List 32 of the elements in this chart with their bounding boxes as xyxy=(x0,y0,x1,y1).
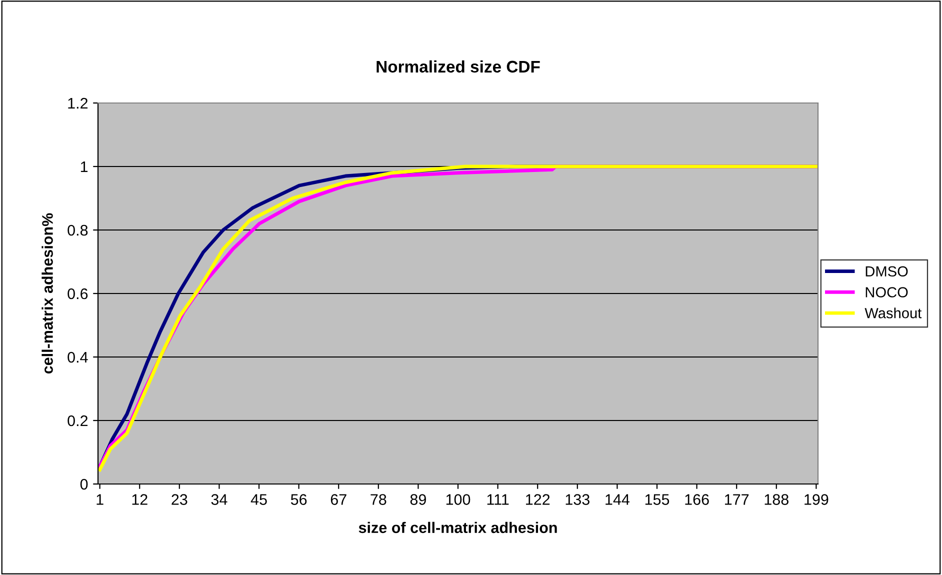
legend-label: NOCO xyxy=(866,287,908,298)
y-tick-label: 0 xyxy=(80,478,88,490)
x-tick-label: 100 xyxy=(446,494,470,505)
x-tick-label: 12 xyxy=(132,494,148,505)
x-tick-label: 56 xyxy=(290,494,307,505)
x-tick-label: 78 xyxy=(370,494,386,505)
x-tick-label: 155 xyxy=(645,494,670,505)
x-tick-label: 166 xyxy=(685,494,709,505)
chart-title: Normalized size CDF xyxy=(376,60,540,73)
x-tick-label: 199 xyxy=(804,494,828,505)
x-tick-label: 188 xyxy=(764,494,788,505)
y-tick-label: 0.6 xyxy=(68,288,88,300)
x-tick-label: 144 xyxy=(606,494,630,505)
x-tick-label: 133 xyxy=(566,494,590,505)
x-tick-label: 23 xyxy=(172,494,188,505)
x-tick-label: 111 xyxy=(487,494,509,505)
y-tick-label: 1.2 xyxy=(68,98,88,109)
x-tick-label: 1 xyxy=(96,494,104,505)
y-tick-label: 0.8 xyxy=(68,224,88,236)
x-tick-label: 177 xyxy=(725,494,749,505)
x-tick-label: 34 xyxy=(211,494,228,505)
x-tick-label: 45 xyxy=(250,494,267,505)
y-tick-label: 0.4 xyxy=(68,352,88,363)
y-axis-title: cell-matrix adhesion% xyxy=(42,213,53,374)
legend-label: DMSO xyxy=(866,266,908,277)
x-tick-label: 89 xyxy=(410,494,426,505)
legend-label: Washout xyxy=(864,308,922,318)
x-tick-label: 67 xyxy=(330,494,346,505)
y-tick-label: 0.2 xyxy=(68,415,88,426)
x-axis-title: size of cell-matrix adhesion xyxy=(358,522,557,534)
y-tick-label: 1 xyxy=(80,162,88,172)
x-tick-label: 122 xyxy=(526,494,550,505)
